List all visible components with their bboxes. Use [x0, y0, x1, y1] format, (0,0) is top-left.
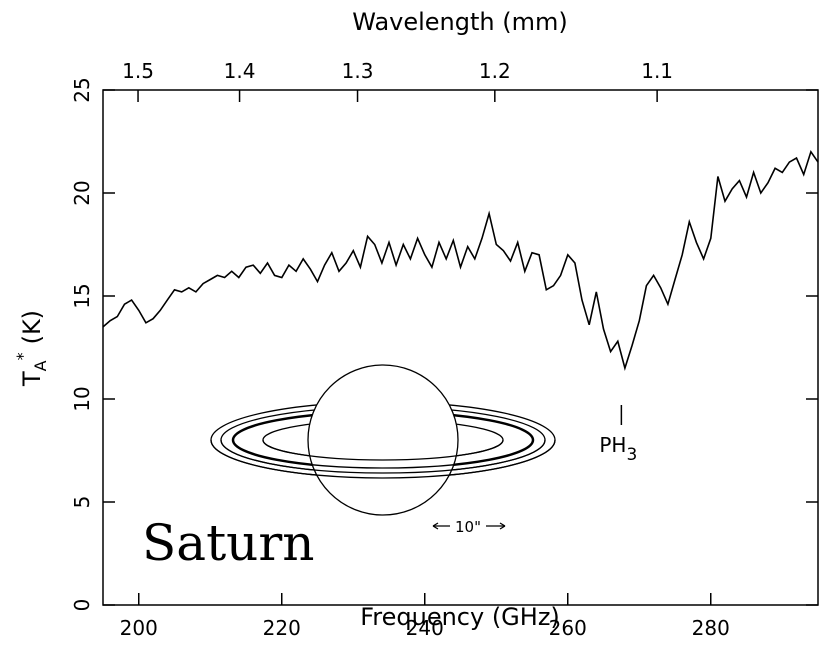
x2-tick-label: 1.3	[342, 59, 374, 83]
x2-axis-title: Wavelength (mm)	[352, 8, 567, 36]
x-axis-title: Frequency (GHz)	[360, 603, 560, 631]
planet-label: Saturn	[142, 514, 314, 572]
annotation: PH3	[599, 433, 637, 465]
y-title-sup: *	[13, 352, 32, 360]
annotation-sub: 3	[626, 445, 637, 465]
x2-tick-label: 1.5	[122, 59, 154, 83]
y-title-unit: (K)	[18, 310, 46, 344]
y-tick-label: 0	[70, 599, 94, 612]
x2-tick-label: 1.2	[479, 59, 511, 83]
plot-frame	[102, 89, 819, 606]
x-tick-label: 220	[263, 616, 301, 640]
y-tick-label: 10	[70, 386, 94, 411]
y-tick-label: 25	[70, 77, 94, 102]
x-tick-label: 200	[120, 616, 158, 640]
annotation-text: PH	[599, 433, 626, 457]
spectrum-line	[102, 150, 819, 371]
x-tick-label: 240	[406, 616, 444, 640]
y-axis-title: TA* (K)	[13, 310, 50, 387]
y-tick-label: 20	[70, 180, 94, 205]
y-title-main: T	[18, 371, 46, 387]
x-tick-label: 260	[549, 616, 587, 640]
y-tick-label: 5	[70, 496, 94, 509]
y-tick-label: 15	[70, 283, 94, 308]
scale-label: 10"	[455, 518, 481, 536]
x-tick-label: 280	[692, 616, 730, 640]
x2-tick-label: 1.1	[641, 59, 673, 83]
saturn-drawing	[210, 364, 556, 530]
y-title-sub: A	[31, 360, 50, 371]
x2-tick-label: 1.4	[224, 59, 256, 83]
